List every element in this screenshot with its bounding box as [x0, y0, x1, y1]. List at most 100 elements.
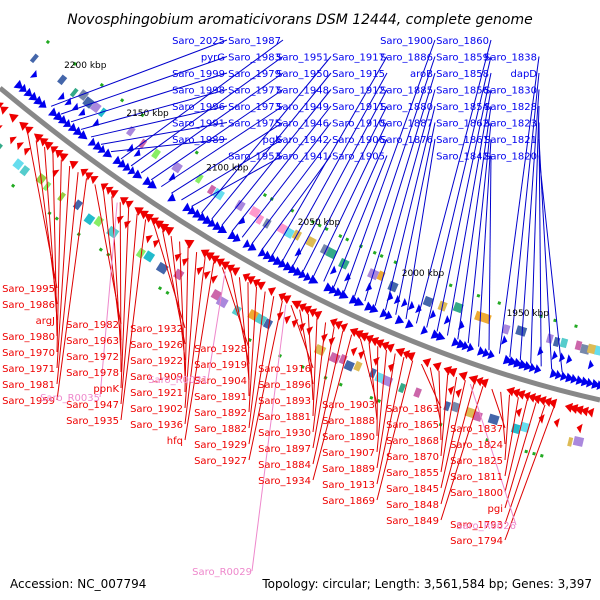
feature-block: [98, 247, 103, 252]
gene-arrow: [192, 209, 202, 218]
gene-arrow: [55, 149, 64, 159]
feature-block: [125, 125, 136, 137]
label-leader-line: [438, 370, 442, 441]
feature-block: [12, 158, 25, 171]
scale-label: 1950 kbp: [507, 309, 550, 319]
gene-arrow: [587, 359, 594, 370]
label-leader-line: [312, 318, 318, 417]
gene-arrow: [353, 330, 364, 340]
gene-arrow: [167, 192, 176, 202]
label-leader-line: [312, 322, 327, 433]
gene-arrow: [528, 362, 537, 373]
gene-label: Saro_1932: [130, 324, 183, 335]
rna-label: Saro_R0026: [456, 521, 516, 532]
label-leader-line: [247, 282, 250, 397]
rna-label: Saro_R0035: [40, 393, 100, 404]
label-leader-line: [420, 363, 442, 409]
label-leader-line: [262, 155, 332, 250]
gene-arrow: [24, 147, 32, 156]
feature-block: [338, 382, 343, 387]
feature-block: [377, 399, 381, 403]
gene-arrow: [62, 118, 71, 127]
feature-block: [532, 451, 536, 456]
gene-arrow: [374, 339, 385, 349]
label-leader-line: [181, 138, 284, 201]
gene-arrow: [400, 297, 408, 308]
feature-block: [343, 359, 355, 372]
gene-label: Saro_1921: [130, 388, 183, 399]
label-leader-line: [440, 373, 449, 457]
gene-arrow: [43, 141, 54, 151]
gene-label: Saro_1900: [380, 36, 433, 47]
gene-arrow: [203, 271, 211, 280]
gene-label: Saro_1800: [450, 488, 503, 499]
gene-arrow: [297, 269, 307, 279]
gene-arrow: [39, 138, 49, 147]
label-leader-line: [426, 56, 492, 328]
gene-label: Saro_1909: [130, 372, 183, 383]
label-leader-line: [504, 399, 528, 493]
gene-arrow: [231, 267, 241, 277]
gene-arrow: [217, 224, 228, 234]
label-leader-line: [56, 159, 62, 353]
label-leader-line: [374, 89, 436, 306]
gene-arrow: [458, 371, 468, 381]
gene-label: Saro_1979: [228, 69, 281, 80]
gene-label: Saro_1947: [66, 400, 119, 411]
label-leader-line: [519, 89, 540, 361]
gene-arrow: [102, 148, 112, 158]
feature-block: [171, 161, 183, 174]
gene-arrow: [596, 380, 600, 390]
feature-block: [29, 53, 39, 64]
gene-label: Saro_1823: [484, 119, 537, 130]
gene-arrow: [29, 69, 37, 78]
gene-label: Saro_1855: [386, 468, 439, 479]
feature-block: [369, 395, 374, 400]
gene-label: Saro_1935: [66, 416, 119, 427]
gene-arrow: [9, 136, 17, 145]
label-leader-line: [241, 122, 332, 238]
gene-label: Saro_1820: [484, 152, 537, 163]
label-leader-line: [52, 153, 58, 337]
gene-arrow: [313, 310, 323, 320]
label-leader-line: [405, 138, 436, 320]
label-leader-line: [211, 72, 332, 220]
label-leader-line: [56, 165, 71, 369]
feature-block: [338, 234, 343, 239]
feature-block: [345, 237, 350, 242]
label-leader-line: [440, 380, 466, 489]
gene-arrow: [506, 386, 515, 397]
gene-arrow: [80, 168, 89, 177]
feature-block: [194, 150, 199, 155]
gene-arrow: [515, 407, 523, 418]
gene-arrow: [144, 213, 154, 223]
gene-arrow: [50, 146, 59, 155]
feature-block: [72, 199, 84, 211]
gene-label: Saro_1880: [380, 102, 433, 113]
gene-arrow: [533, 364, 542, 374]
label-leader-line: [80, 89, 228, 130]
label-leader-line: [440, 386, 484, 521]
gene-arrow: [272, 256, 283, 265]
feature-block: [234, 199, 246, 212]
gene-label: Saro_2025: [172, 36, 225, 47]
label-leader-line: [179, 241, 186, 377]
gene-arrow: [284, 315, 292, 325]
feature-block: [165, 290, 170, 295]
gene-arrow: [127, 166, 136, 175]
gene-arrow: [384, 310, 393, 320]
gene-label: Saro_1845: [386, 484, 439, 495]
label-leader-line: [313, 122, 388, 277]
gene-label: Saro_1906: [332, 135, 385, 146]
gene-label: Saro_1915: [332, 69, 385, 80]
gene-arrow: [358, 350, 365, 360]
label-leader-line: [446, 89, 492, 336]
gene-arrow: [328, 284, 338, 294]
label-leader-line: [292, 89, 388, 266]
gene-label: Saro_1828: [484, 102, 537, 113]
gene-label: Saro_1913: [322, 480, 375, 491]
gene-label: Saro_1996: [172, 102, 225, 113]
scale-labels: 2200 kbp 2150 kbp 2100 kbp 2050 kbp 2000 kbp…: [64, 61, 549, 319]
gene-label: dapD: [510, 69, 537, 80]
gene-arrow: [369, 303, 379, 313]
